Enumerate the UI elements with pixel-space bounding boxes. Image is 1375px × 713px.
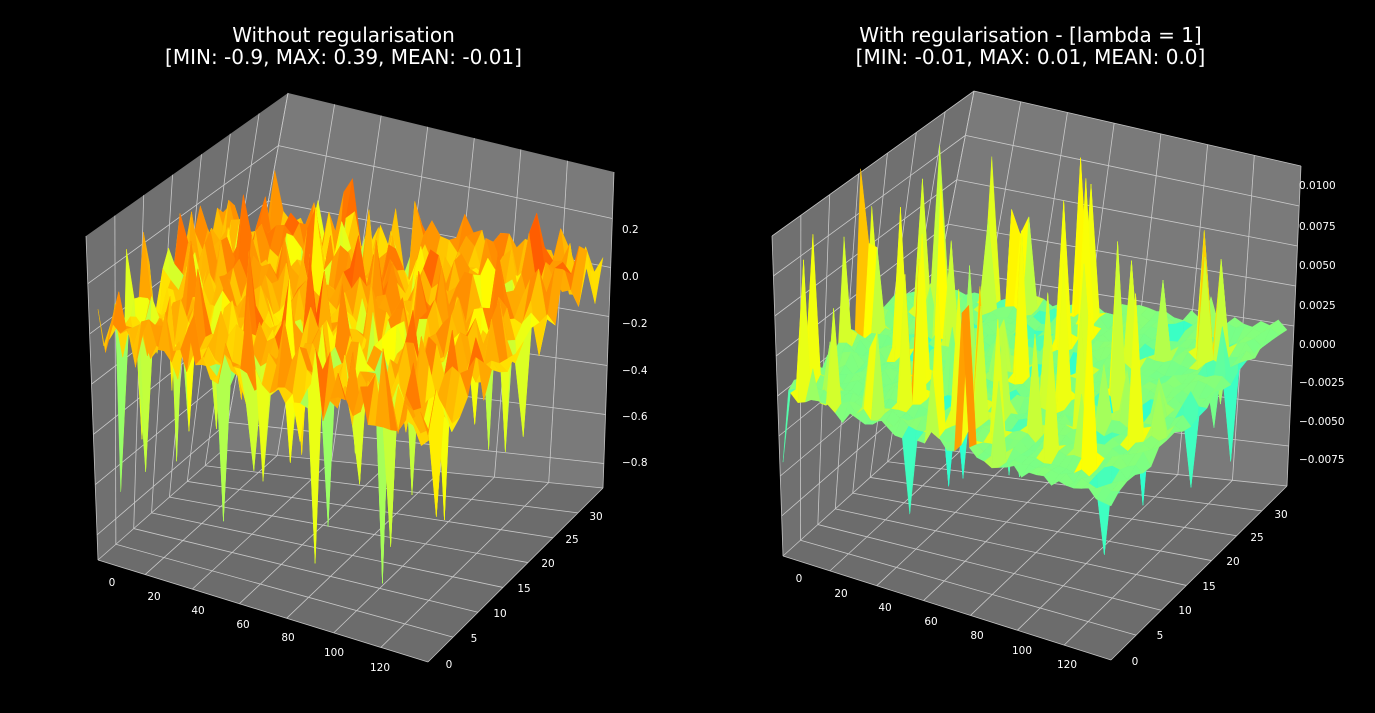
surface-plot-left: 0 20 40 60 80 100 120 0 5 10 15 20 25 30 0.2 0.0 −0.2 −0.… [85,92,648,674]
x-tick-label: 60 [236,619,249,631]
title-line-1: With regularisation - [lambda = 1] [859,23,1202,47]
y-tick-label: 15 [1202,581,1215,593]
chart-panel-left: Without regularisation [MIN: -0.9, MAX: … [0,0,687,713]
x-tick-label: 20 [834,588,847,600]
tick-labels: 0 20 40 60 80 100 120 0 5 10 15 20 25 30 0.2 0.0 −0.2 −0.… [109,224,648,674]
z-tick-label: −0.0050 [1299,416,1345,428]
x-tick-label: 100 [324,647,344,659]
x-tick-label: 120 [1057,659,1077,671]
z-tick-label: 0.2 [622,224,639,236]
chart-title-left: Without regularisation [MIN: -0.9, MAX: … [0,24,687,68]
z-tick-label: −0.4 [622,365,648,377]
y-tick-label: 5 [471,633,478,645]
x-tick-label: 60 [924,616,937,628]
z-tick-label: 0.0 [622,271,639,283]
y-tick-label: 25 [565,534,578,546]
y-tick-label: 15 [517,583,530,595]
z-tick-label: −0.0025 [1299,377,1345,389]
x-tick-label: 120 [370,662,390,674]
z-tick-label: −0.6 [622,411,648,423]
y-tick-label: 20 [1226,556,1239,568]
y-tick-label: 20 [541,558,554,570]
x-tick-label: 0 [796,573,803,585]
y-tick-label: 0 [446,659,453,671]
x-tick-label: 40 [878,602,891,614]
surface-facet [1103,491,1120,507]
x-tick-label: 100 [1012,645,1032,657]
z-tick-label: 0.0100 [1299,180,1336,192]
tick-labels: 0 20 40 60 80 100 120 0 5 10 15 20 25 30 0.0100 0.0075 0… [796,180,1345,671]
surface-facet [420,389,437,435]
y-tick-label: 10 [493,608,506,620]
y-tick-label: 30 [589,511,602,523]
x-tick-label: 80 [970,630,983,642]
title-line-2: [MIN: -0.9, MAX: 0.39, MEAN: -0.01] [165,45,522,69]
x-tick-label: 40 [191,605,204,617]
z-tick-label: 0.0050 [1299,260,1336,272]
z-tick-label: 0.0000 [1299,339,1336,351]
title-line-1: Without regularisation [232,23,455,47]
x-tick-label: 0 [109,577,116,589]
y-tick-label: 5 [1157,630,1164,642]
chart-title-right: With regularisation - [lambda = 1] [MIN:… [687,24,1374,68]
x-tick-label: 20 [147,591,160,603]
y-tick-label: 30 [1274,509,1287,521]
y-tick-label: 10 [1178,605,1191,617]
x-tick-label: 80 [281,632,294,644]
z-tick-label: 0.0075 [1299,221,1336,233]
title-line-2: [MIN: -0.01, MAX: 0.01, MEAN: 0.0] [855,45,1206,69]
z-tick-label: −0.8 [622,457,648,469]
z-tick-label: −0.2 [622,318,648,330]
chart-panel-right: With regularisation - [lambda = 1] [MIN:… [687,0,1374,713]
z-tick-label: 0.0025 [1299,300,1336,312]
z-tick-label: −0.0075 [1299,454,1345,466]
surface [97,170,604,584]
y-tick-label: 0 [1132,656,1139,668]
surface-plot-right: 0 20 40 60 80 100 120 0 5 10 15 20 25 30 0.0100 0.0075 0… [771,90,1345,671]
y-tick-label: 25 [1250,532,1263,544]
surface [782,145,1288,555]
